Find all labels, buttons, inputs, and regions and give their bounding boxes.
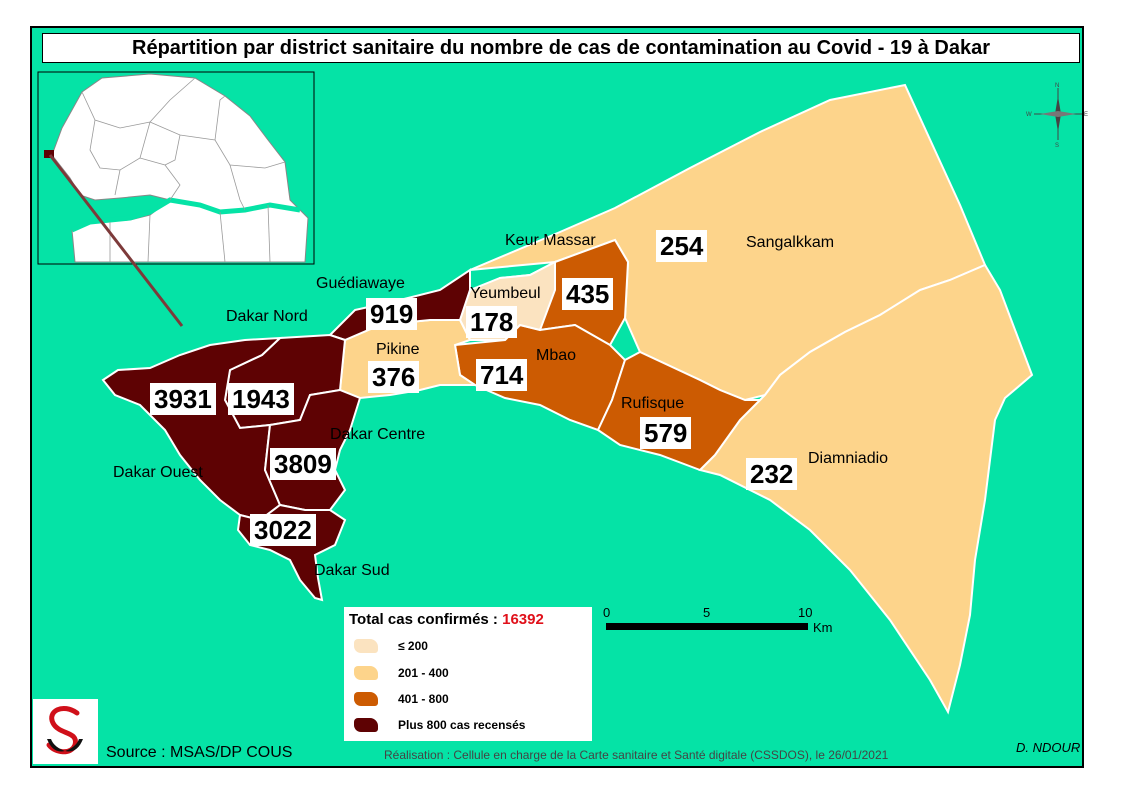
district-label: Rufisque bbox=[621, 395, 685, 412]
district-label: Guédiawaye bbox=[316, 275, 405, 292]
north-arrow-icon: N S E W bbox=[1026, 83, 1088, 149]
legend-swatch bbox=[354, 639, 378, 653]
case-count: 232 bbox=[746, 458, 798, 490]
svg-text:N: N bbox=[1055, 83, 1059, 89]
map-title: Répartition par district sanitaire du no… bbox=[42, 33, 1080, 63]
scale-unit-label: Km bbox=[813, 620, 833, 635]
scale-tick-label: 0 bbox=[603, 605, 611, 620]
scale-tick-label: 5 bbox=[703, 605, 711, 620]
scale-bar bbox=[606, 623, 808, 630]
msas-logo-icon bbox=[33, 699, 98, 764]
legend-item-label: 401 - 800 bbox=[398, 692, 449, 706]
case-count: 714 bbox=[476, 359, 528, 391]
case-count: 376 bbox=[368, 361, 420, 393]
legend-title-text: Total cas confirmés : bbox=[349, 611, 498, 628]
legend-swatch bbox=[354, 718, 378, 732]
source-text: Source : MSAS/DP COUS bbox=[106, 744, 293, 761]
case-count: 919 bbox=[366, 298, 418, 330]
case-count: 1943 bbox=[228, 383, 294, 415]
legend-item-label: Plus 800 cas recensés bbox=[398, 718, 526, 732]
district-label: Dakar Nord bbox=[226, 308, 308, 325]
svg-text:E: E bbox=[1084, 112, 1088, 118]
dakar-marker bbox=[44, 150, 54, 158]
legend-swatch bbox=[354, 666, 378, 680]
district-label: Mbao bbox=[536, 347, 577, 364]
district-label: Diamniadio bbox=[808, 450, 889, 467]
inset-pointer-line bbox=[48, 154, 184, 327]
case-count: 3809 bbox=[270, 448, 336, 480]
district-label: Pikine bbox=[376, 341, 420, 358]
scale-tick-label: 10 bbox=[798, 605, 813, 620]
district-rufisque bbox=[596, 350, 763, 472]
realisation-text: Réalisation : Cellule en charge de la Ca… bbox=[384, 748, 889, 762]
legend-item: 401 - 800 bbox=[354, 692, 449, 706]
legend-title: Total cas confirmés : 16392 bbox=[349, 611, 544, 628]
inset-map bbox=[37, 71, 315, 265]
case-count: 3022 bbox=[250, 514, 316, 546]
legend-item: 201 - 400 bbox=[354, 666, 449, 680]
district-label: Dakar Centre bbox=[330, 426, 426, 443]
legend-item: Plus 800 cas recensés bbox=[354, 718, 525, 732]
svg-text:S: S bbox=[1055, 143, 1059, 149]
map-frame bbox=[30, 26, 1084, 768]
legend-item: ≤ 200 bbox=[354, 639, 428, 653]
case-count: 435 bbox=[562, 278, 614, 310]
author-text: D. NDOUR bbox=[1016, 740, 1081, 755]
legend: Total cas confirmés : 16392 ≤ 200 201 - … bbox=[344, 607, 592, 741]
legend-item-label: ≤ 200 bbox=[398, 639, 428, 653]
district-label: Dakar Ouest bbox=[113, 464, 203, 481]
case-count: 579 bbox=[640, 417, 692, 449]
legend-swatch bbox=[354, 692, 378, 706]
senegal-outline bbox=[51, 73, 309, 263]
svg-text:W: W bbox=[1026, 112, 1032, 118]
case-count: 178 bbox=[466, 306, 518, 338]
district-diamniadio bbox=[698, 263, 1034, 715]
district-label: Dakar Sud bbox=[314, 562, 390, 579]
legend-item-label: 201 - 400 bbox=[398, 666, 449, 680]
district-label: Yeumbeul bbox=[470, 285, 541, 302]
district-label: Keur Massar bbox=[505, 232, 596, 249]
district-label: Sangalkkam bbox=[746, 234, 835, 251]
case-count: 3931 bbox=[150, 383, 216, 415]
case-count: 254 bbox=[656, 230, 708, 262]
legend-total: 16392 bbox=[502, 611, 544, 628]
